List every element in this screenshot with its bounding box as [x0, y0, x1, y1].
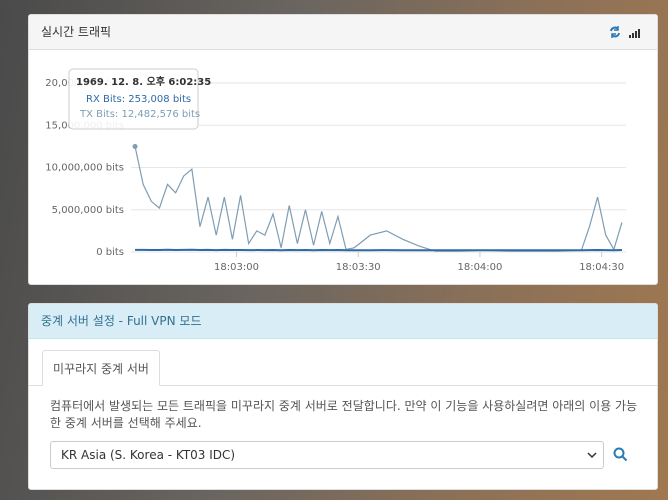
- tooltip-time: 1969. 12. 8. 오후 6:02:35: [76, 75, 211, 88]
- header-icons[interactable]: [607, 24, 647, 40]
- select-arrow: [587, 452, 597, 459]
- y-tick-label: 10,000,000 bits: [45, 163, 124, 174]
- hover-point: [132, 144, 138, 150]
- panel-header: 실시간 트래픽: [29, 15, 657, 50]
- tab-line: [29, 385, 657, 386]
- panel-title: 실시간 트래픽: [41, 25, 112, 39]
- tooltip-rx: RX Bits: 253,008 bits: [86, 94, 191, 105]
- tooltip: 1969. 12. 8. 오후 6:02:35 RX Bits: 253,008 …: [68, 68, 211, 130]
- tooltip-tx: TX Bits: 12,482,576 bits: [79, 109, 200, 120]
- y-tick-label: 0 bits: [96, 247, 124, 258]
- server-select[interactable]: KR Asia (S. Korea - KT03 IDC): [50, 441, 604, 469]
- relay-panel: 중계 서버 설정 - Full VPN 모드 미꾸라지 중계 서버 컴퓨터에서 …: [28, 303, 658, 490]
- description: 컴퓨터에서 발생되는 모든 트래픽을 미꾸라지 중계 서버로 전달합니다. 만약…: [50, 399, 638, 430]
- tab[interactable]: 미꾸라지 중계 서버: [42, 350, 160, 386]
- tooltip-box: [68, 68, 199, 130]
- x-tick-label: 18:03:30: [336, 262, 381, 273]
- series-line: [134, 146, 623, 252]
- panel-header: 중계 서버 설정 - Full VPN 모드: [29, 304, 657, 339]
- search-icon[interactable]: [613, 447, 629, 463]
- y-tick-label: 5,000,000 bits: [52, 205, 124, 216]
- x-tick-label: 18:03:00: [214, 262, 259, 273]
- panel-title: 중계 서버 설정 - Full VPN 모드: [41, 314, 202, 328]
- x-tick-label: 18:04:30: [579, 262, 624, 273]
- traffic-panel: 실시간 트래픽 0 bits 5,000,000 bits 10,000,000 b…: [28, 14, 658, 285]
- x-tick-label: 18:04:00: [457, 262, 502, 273]
- select-value: KR Asia (S. Korea - KT03 IDC): [61, 448, 236, 462]
- series-line: [135, 248, 622, 252]
